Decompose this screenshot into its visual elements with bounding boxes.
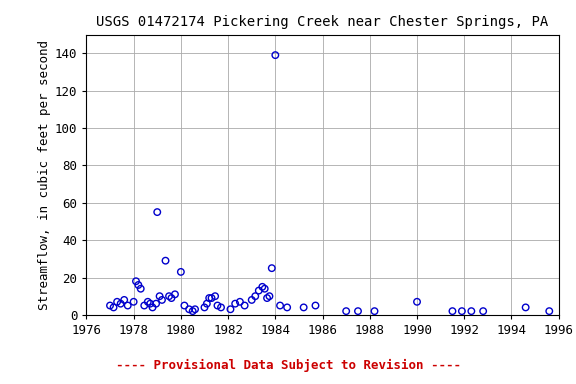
Point — [217, 305, 226, 311]
Point — [143, 299, 153, 305]
Point — [311, 303, 320, 309]
Point — [180, 303, 189, 309]
Point — [131, 278, 141, 284]
Point — [479, 308, 488, 314]
Point — [257, 284, 267, 290]
Point — [267, 265, 276, 271]
Title: USGS 01472174 Pickering Creek near Chester Springs, PA: USGS 01472174 Pickering Creek near Chest… — [96, 15, 549, 29]
Point — [448, 308, 457, 314]
Point — [170, 291, 180, 297]
Point — [251, 293, 260, 299]
Point — [136, 286, 145, 292]
Point — [184, 306, 194, 312]
Point — [153, 209, 162, 215]
Text: ---- Provisional Data Subject to Revision ----: ---- Provisional Data Subject to Revisio… — [116, 359, 460, 372]
Point — [226, 306, 235, 312]
Point — [342, 308, 351, 314]
Point — [167, 295, 176, 301]
Point — [457, 308, 467, 314]
Point — [230, 301, 240, 307]
Point — [188, 308, 197, 314]
Point — [545, 308, 554, 314]
Point — [254, 288, 263, 294]
Point — [240, 303, 249, 309]
Point — [260, 286, 270, 292]
Point — [200, 305, 209, 311]
Point — [151, 301, 161, 307]
Point — [353, 308, 362, 314]
Point — [176, 269, 185, 275]
Point — [263, 295, 272, 301]
Point — [129, 299, 138, 305]
Point — [191, 306, 200, 312]
Point — [202, 301, 211, 307]
Point — [161, 258, 170, 264]
Point — [116, 301, 125, 307]
Point — [157, 297, 166, 303]
Point — [236, 299, 245, 305]
Point — [412, 299, 422, 305]
Point — [123, 303, 132, 309]
Point — [204, 295, 214, 301]
Point — [247, 297, 256, 303]
Point — [146, 301, 155, 307]
Point — [210, 293, 219, 299]
Point — [112, 299, 122, 305]
Point — [521, 305, 530, 311]
Point — [467, 308, 476, 314]
Point — [164, 293, 173, 299]
Y-axis label: Streamflow, in cubic feet per second: Streamflow, in cubic feet per second — [37, 40, 51, 310]
Point — [139, 303, 149, 309]
Point — [213, 303, 222, 309]
Point — [370, 308, 379, 314]
Point — [148, 305, 157, 311]
Point — [275, 303, 285, 309]
Point — [155, 293, 164, 299]
Point — [120, 297, 129, 303]
Point — [271, 52, 280, 58]
Point — [207, 295, 216, 301]
Point — [109, 305, 118, 311]
Point — [265, 293, 274, 299]
Point — [282, 305, 291, 311]
Point — [134, 282, 143, 288]
Point — [299, 305, 308, 311]
Point — [105, 303, 115, 309]
